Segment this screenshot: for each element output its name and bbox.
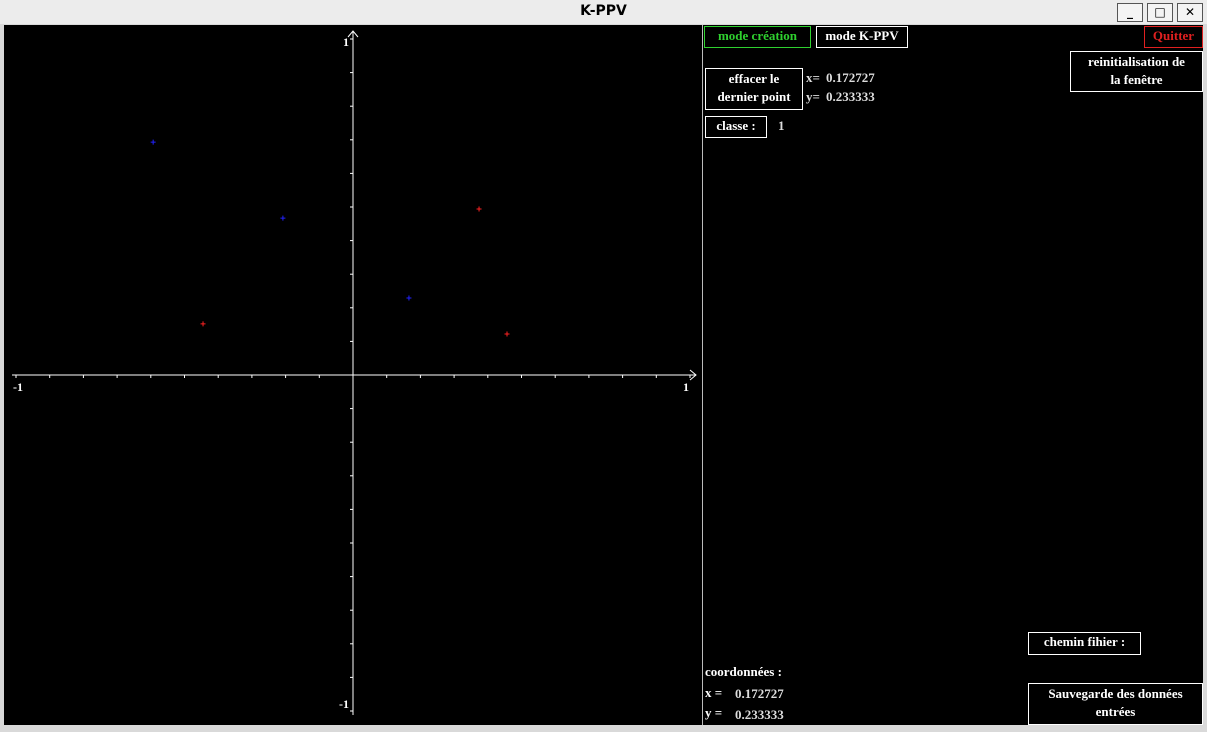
divider (702, 25, 703, 725)
coord-y-value: 0.233333 (735, 707, 784, 722)
y-tick-label: 1 (343, 35, 349, 49)
erase-last-button[interactable]: effacer le dernier point (705, 68, 803, 110)
x-tick-label: -1 (13, 380, 23, 394)
last-x-value: 0.172727 (826, 70, 875, 85)
button-line: reinitialisation de (1088, 54, 1185, 69)
class-value: 1 (778, 118, 785, 133)
minimize-button[interactable]: _ (1117, 3, 1143, 22)
mode-kppv-button[interactable]: mode K-PPV (816, 26, 908, 48)
button-line: Sauvegarde des données (1048, 686, 1183, 701)
save-button[interactable]: Sauvegarde des données entrées (1028, 683, 1203, 725)
point (200, 321, 206, 327)
file-path-button[interactable]: chemin fihier : (1028, 632, 1141, 655)
point (280, 215, 286, 221)
title-bar: K-PPV _ □ ✕ (0, 0, 1207, 24)
button-line: dernier point (717, 89, 791, 104)
mode-creation-button[interactable]: mode création (704, 26, 811, 48)
y-axis-arrow (347, 30, 359, 38)
point (150, 139, 156, 145)
last-y-label: y= (806, 89, 820, 104)
x-axis-arrow (689, 369, 697, 381)
main-panel: -1 1 -1 1 mode création mode K-PPV Quitter … (4, 25, 1203, 725)
point (476, 206, 482, 212)
coord-x-label: x = (705, 685, 723, 700)
y-tick-label: -1 (339, 697, 349, 711)
class-button[interactable]: classe : (705, 116, 767, 138)
coord-y-label: y = (705, 705, 723, 720)
coord-x-value: 0.172727 (735, 686, 784, 701)
coordinates-title: coordonnées : (705, 664, 782, 679)
maximize-button[interactable]: □ (1147, 3, 1173, 22)
plot[interactable]: -1 1 -1 1 (4, 25, 702, 725)
window-title: K-PPV (580, 3, 627, 19)
button-line: la fenêtre (1110, 72, 1163, 87)
reset-button[interactable]: reinitialisation de la fenêtre (1070, 51, 1203, 92)
quit-button[interactable]: Quitter (1144, 26, 1203, 48)
point (504, 331, 510, 337)
point (406, 295, 412, 301)
last-y-value: 0.233333 (826, 89, 875, 104)
button-line: entrées (1095, 704, 1136, 719)
x-tick-label: 1 (683, 380, 689, 394)
close-button[interactable]: ✕ (1177, 3, 1203, 22)
button-line: effacer le (728, 71, 780, 86)
last-x-label: x= (806, 70, 820, 85)
